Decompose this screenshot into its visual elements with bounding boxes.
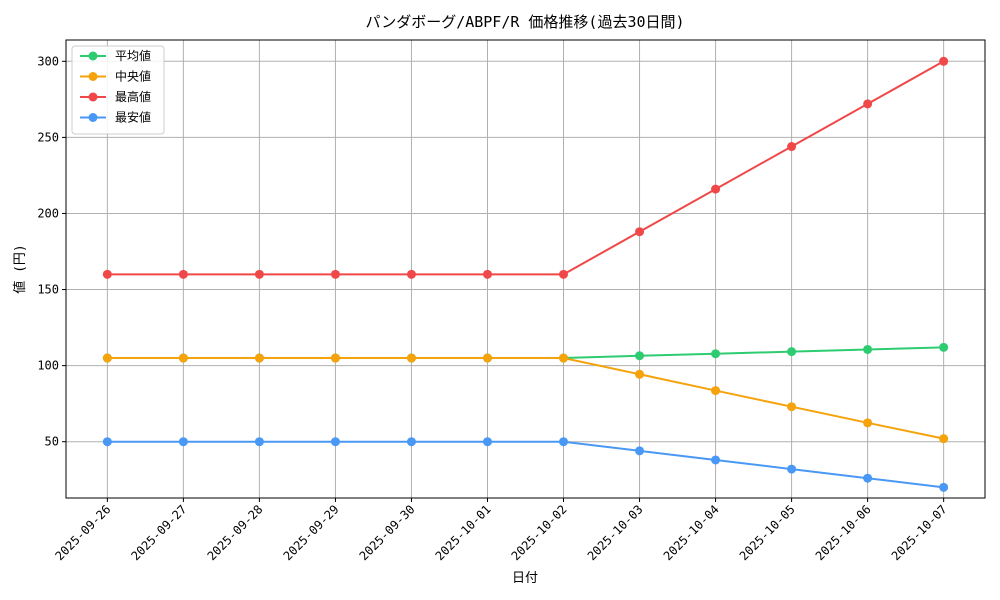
legend-item: 最高値 — [80, 89, 151, 104]
data-point — [330, 353, 340, 363]
data-point — [635, 369, 645, 379]
y-tick-label: 250 — [37, 130, 59, 144]
data-point — [482, 269, 492, 279]
data-point — [178, 353, 188, 363]
x-tick-label: 2025-10-04 — [661, 502, 722, 563]
data-point — [939, 56, 949, 66]
data-point — [406, 353, 416, 363]
y-tick-label: 150 — [37, 283, 59, 297]
data-point — [939, 342, 949, 352]
x-tick-label: 2025-10-01 — [433, 502, 494, 563]
data-point — [711, 386, 721, 396]
legend-marker — [88, 51, 98, 61]
data-point — [254, 269, 264, 279]
data-point — [863, 473, 873, 483]
data-point — [559, 269, 569, 279]
legend-item: 最安値 — [80, 110, 151, 125]
series-lines — [102, 56, 949, 492]
data-point — [863, 99, 873, 109]
series-1 — [102, 342, 949, 363]
legend-label: 中央値 — [115, 69, 151, 84]
data-point — [102, 437, 112, 447]
series-3 — [102, 56, 949, 279]
data-point — [787, 347, 797, 357]
data-point — [939, 482, 949, 492]
data-point — [102, 269, 112, 279]
data-point — [178, 437, 188, 447]
data-point — [711, 184, 721, 194]
y-tick-label: 100 — [37, 359, 59, 373]
x-tick-label: 2025-10-05 — [737, 502, 798, 563]
legend-marker — [88, 92, 98, 102]
series-2 — [102, 353, 949, 444]
x-axis-ticks: 2025-09-26 2025-09-27 2025-09-28 2025-09-29… — [52, 498, 950, 563]
y-axis-ticks: 50 100 150 200 250 300 — [37, 54, 66, 449]
data-point — [102, 353, 112, 363]
y-tick-label: 300 — [37, 54, 59, 68]
grid — [66, 40, 985, 498]
data-point — [330, 437, 340, 447]
data-point — [787, 142, 797, 152]
x-tick-label: 2025-09-26 — [52, 502, 113, 563]
legend-item: 中央値 — [80, 69, 151, 84]
legend-label: 最安値 — [115, 110, 151, 125]
legend-item: 平均値 — [80, 48, 151, 63]
data-point — [482, 353, 492, 363]
data-point — [863, 344, 873, 354]
data-point — [559, 353, 569, 363]
x-tick-label: 2025-09-27 — [129, 502, 190, 563]
data-point — [254, 353, 264, 363]
data-point — [787, 402, 797, 412]
y-tick-label: 50 — [45, 435, 59, 449]
legend-box — [71, 45, 165, 135]
data-point — [406, 269, 416, 279]
legend-marker — [88, 113, 98, 122]
x-tick-label: 2025-10-03 — [585, 502, 646, 563]
data-point — [787, 464, 797, 474]
series-line — [107, 346, 944, 360]
legend-label: 平均値 — [115, 48, 151, 63]
series-line — [107, 440, 944, 489]
x-tick-label: 2025-09-29 — [281, 502, 342, 563]
legend-marker — [88, 72, 98, 81]
data-point — [330, 269, 340, 279]
y-tick-label: 200 — [37, 206, 59, 220]
data-point — [863, 418, 873, 428]
plot-frame — [65, 39, 986, 499]
x-tick-label: 2025-10-02 — [509, 502, 570, 563]
x-tick-label: 2025-09-30 — [357, 502, 418, 563]
y-axis-title: 値 (円) — [12, 244, 28, 293]
x-axis-title: 日付 — [512, 571, 538, 586]
data-point — [635, 227, 645, 237]
series-4 — [102, 437, 949, 492]
data-point — [635, 446, 645, 456]
x-tick-label: 2025-10-06 — [813, 502, 874, 563]
legend-label: 最高値 — [115, 89, 151, 104]
data-point — [559, 437, 569, 447]
x-tick-label: 2025-10-07 — [889, 502, 950, 563]
data-point — [711, 455, 721, 465]
data-point — [939, 434, 949, 444]
data-point — [406, 437, 416, 447]
data-point — [254, 437, 264, 447]
data-point — [178, 269, 188, 279]
data-point — [482, 437, 492, 447]
series-line — [107, 60, 945, 276]
series-line — [107, 357, 944, 440]
data-point — [711, 349, 721, 359]
data-point — [635, 351, 645, 361]
x-tick-label: 2025-09-28 — [205, 502, 266, 563]
chart-title: パンダボーグ/ABPF/R 価格推移(過去30日間) — [365, 13, 684, 31]
